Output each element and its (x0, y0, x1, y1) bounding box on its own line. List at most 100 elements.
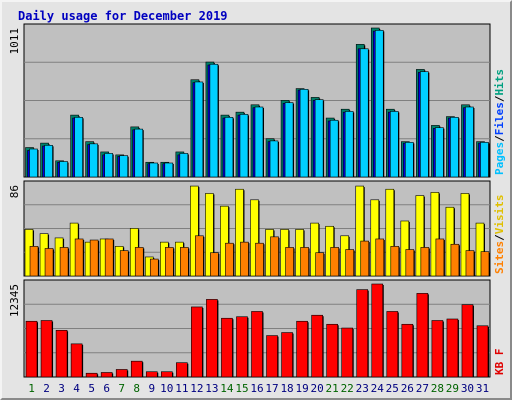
bar (296, 320, 308, 378)
bar (209, 63, 219, 178)
legend-entry: / (493, 95, 506, 102)
legend-entry: Hits (493, 69, 506, 96)
bar (401, 323, 414, 378)
day-label: 13 (205, 382, 218, 395)
bar (314, 99, 324, 178)
bar (164, 162, 174, 178)
chart-title: Daily usage for December 2019 (18, 9, 228, 23)
legend-entry: / (493, 234, 506, 241)
bar (311, 314, 323, 378)
series-sites (29, 235, 490, 277)
bar (251, 311, 263, 378)
bar (239, 114, 249, 178)
bar (250, 199, 259, 277)
bar (210, 252, 219, 277)
bar (119, 155, 129, 178)
day-label: 29 (446, 382, 459, 395)
y-max-label: 86 (8, 185, 21, 198)
day-label: 12 (190, 382, 203, 395)
bar (25, 320, 38, 378)
legend-entry: Pages (493, 142, 506, 175)
bar (269, 140, 279, 178)
bar (176, 362, 188, 378)
day-label: 25 (386, 382, 399, 395)
bar (240, 241, 249, 277)
bar (435, 127, 444, 178)
bar (165, 247, 174, 277)
bar (74, 117, 83, 178)
bar (461, 304, 474, 378)
bar (345, 249, 354, 277)
bar (390, 246, 400, 277)
bar (300, 247, 309, 277)
bar (420, 247, 430, 277)
panel-2: 86 Sites/Visits (8, 180, 506, 277)
bar (405, 249, 415, 277)
bar (356, 289, 369, 378)
bar (179, 153, 189, 178)
day-label: 19 (295, 382, 308, 395)
bar (29, 246, 39, 277)
bar (44, 145, 53, 178)
bar (445, 206, 455, 277)
bar (400, 220, 410, 277)
day-label: 31 (476, 382, 489, 395)
legend: Sites/Visits (493, 195, 506, 275)
day-label: 5 (88, 382, 95, 395)
bar (220, 205, 229, 277)
bar (221, 317, 233, 378)
bar (225, 242, 234, 277)
day-label: 14 (220, 382, 234, 395)
bar (194, 81, 204, 178)
bar (285, 247, 294, 277)
bar (119, 250, 129, 277)
bar (435, 238, 445, 277)
day-label: 18 (280, 382, 293, 395)
y-max-label: 12345 (8, 284, 21, 317)
day-label: 7 (118, 382, 125, 395)
bar (44, 248, 54, 277)
bar (104, 153, 113, 178)
day-label: 23 (356, 382, 369, 395)
legend-entry: Sites (493, 241, 506, 274)
day-label: 4 (73, 382, 80, 395)
day-label: 3 (58, 382, 65, 395)
bar (180, 247, 189, 277)
bar (205, 193, 214, 277)
day-label: 28 (431, 382, 444, 395)
day-label: 22 (341, 382, 354, 395)
legend-entry: Visits (493, 195, 506, 235)
bar (89, 239, 99, 277)
bar (415, 195, 425, 277)
day-label: 9 (148, 382, 155, 395)
bar (359, 48, 369, 178)
bar (145, 371, 158, 378)
bar (70, 343, 83, 378)
bar (450, 117, 459, 178)
bar (255, 242, 264, 277)
day-label: 27 (416, 382, 429, 395)
bar (431, 320, 444, 378)
day-label: 21 (326, 382, 339, 395)
day-label: 16 (250, 382, 263, 395)
bar (134, 128, 144, 178)
legend-entry: KB F (493, 349, 506, 376)
bar (89, 143, 98, 178)
y-max-label: 1011 (8, 28, 21, 55)
bar (191, 306, 203, 378)
bar (344, 111, 354, 178)
day-label: 17 (265, 382, 278, 395)
bar (360, 240, 370, 277)
bar (59, 247, 69, 277)
legend: Pages/Files/Hits (493, 69, 506, 175)
day-label: 26 (401, 382, 414, 395)
bar (235, 188, 244, 277)
bar (206, 299, 218, 378)
bar (341, 327, 353, 378)
bar (161, 371, 173, 378)
bar (315, 252, 324, 277)
day-label: 8 (133, 382, 140, 395)
panel-3: 12345 KB F (8, 279, 506, 378)
